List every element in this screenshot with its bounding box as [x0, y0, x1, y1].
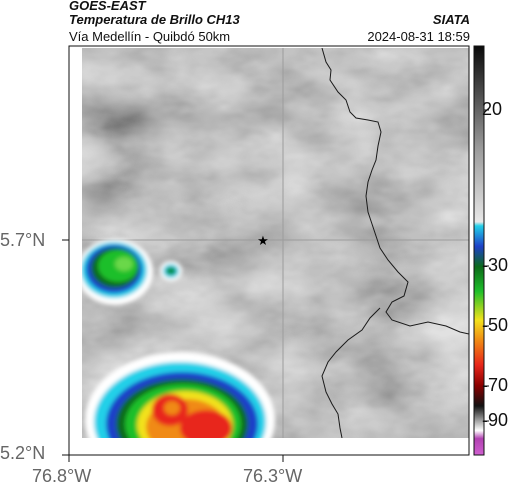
bottom-gap	[69, 438, 469, 455]
plot-border	[68, 45, 470, 456]
colorbar-tick-label: -30	[482, 255, 509, 275]
lon-label: 76.8°W	[32, 466, 92, 486]
timestamp-label: 2024-08-31 18:59	[367, 29, 470, 44]
left-gap	[69, 46, 82, 455]
colorbar-tick-label: 20	[482, 99, 503, 119]
star-icon: ★	[257, 234, 269, 249]
cold-cloud-bottom	[85, 352, 275, 438]
colorbar-tick-label: -70	[482, 375, 509, 395]
border-line-2	[321, 307, 381, 438]
colorbar	[473, 45, 485, 456]
border-line-1	[321, 48, 469, 335]
lat-label: 5.7°N	[0, 230, 46, 250]
lat-label: 5.2°N	[0, 443, 46, 463]
lon-label: 76.3°W	[243, 466, 303, 486]
satellite-title: GOES-EAST	[69, 0, 146, 13]
colorbar-tick-label: -50	[482, 315, 509, 335]
organization-label: SIATA	[432, 12, 470, 27]
colorbar-tick-label: -90	[482, 410, 509, 430]
product-title: Temperatura de Brillo CH13	[69, 12, 240, 27]
route-label: Vía Medellín - Quibdó 50km	[69, 29, 231, 44]
cold-cloud-left	[82, 239, 182, 305]
